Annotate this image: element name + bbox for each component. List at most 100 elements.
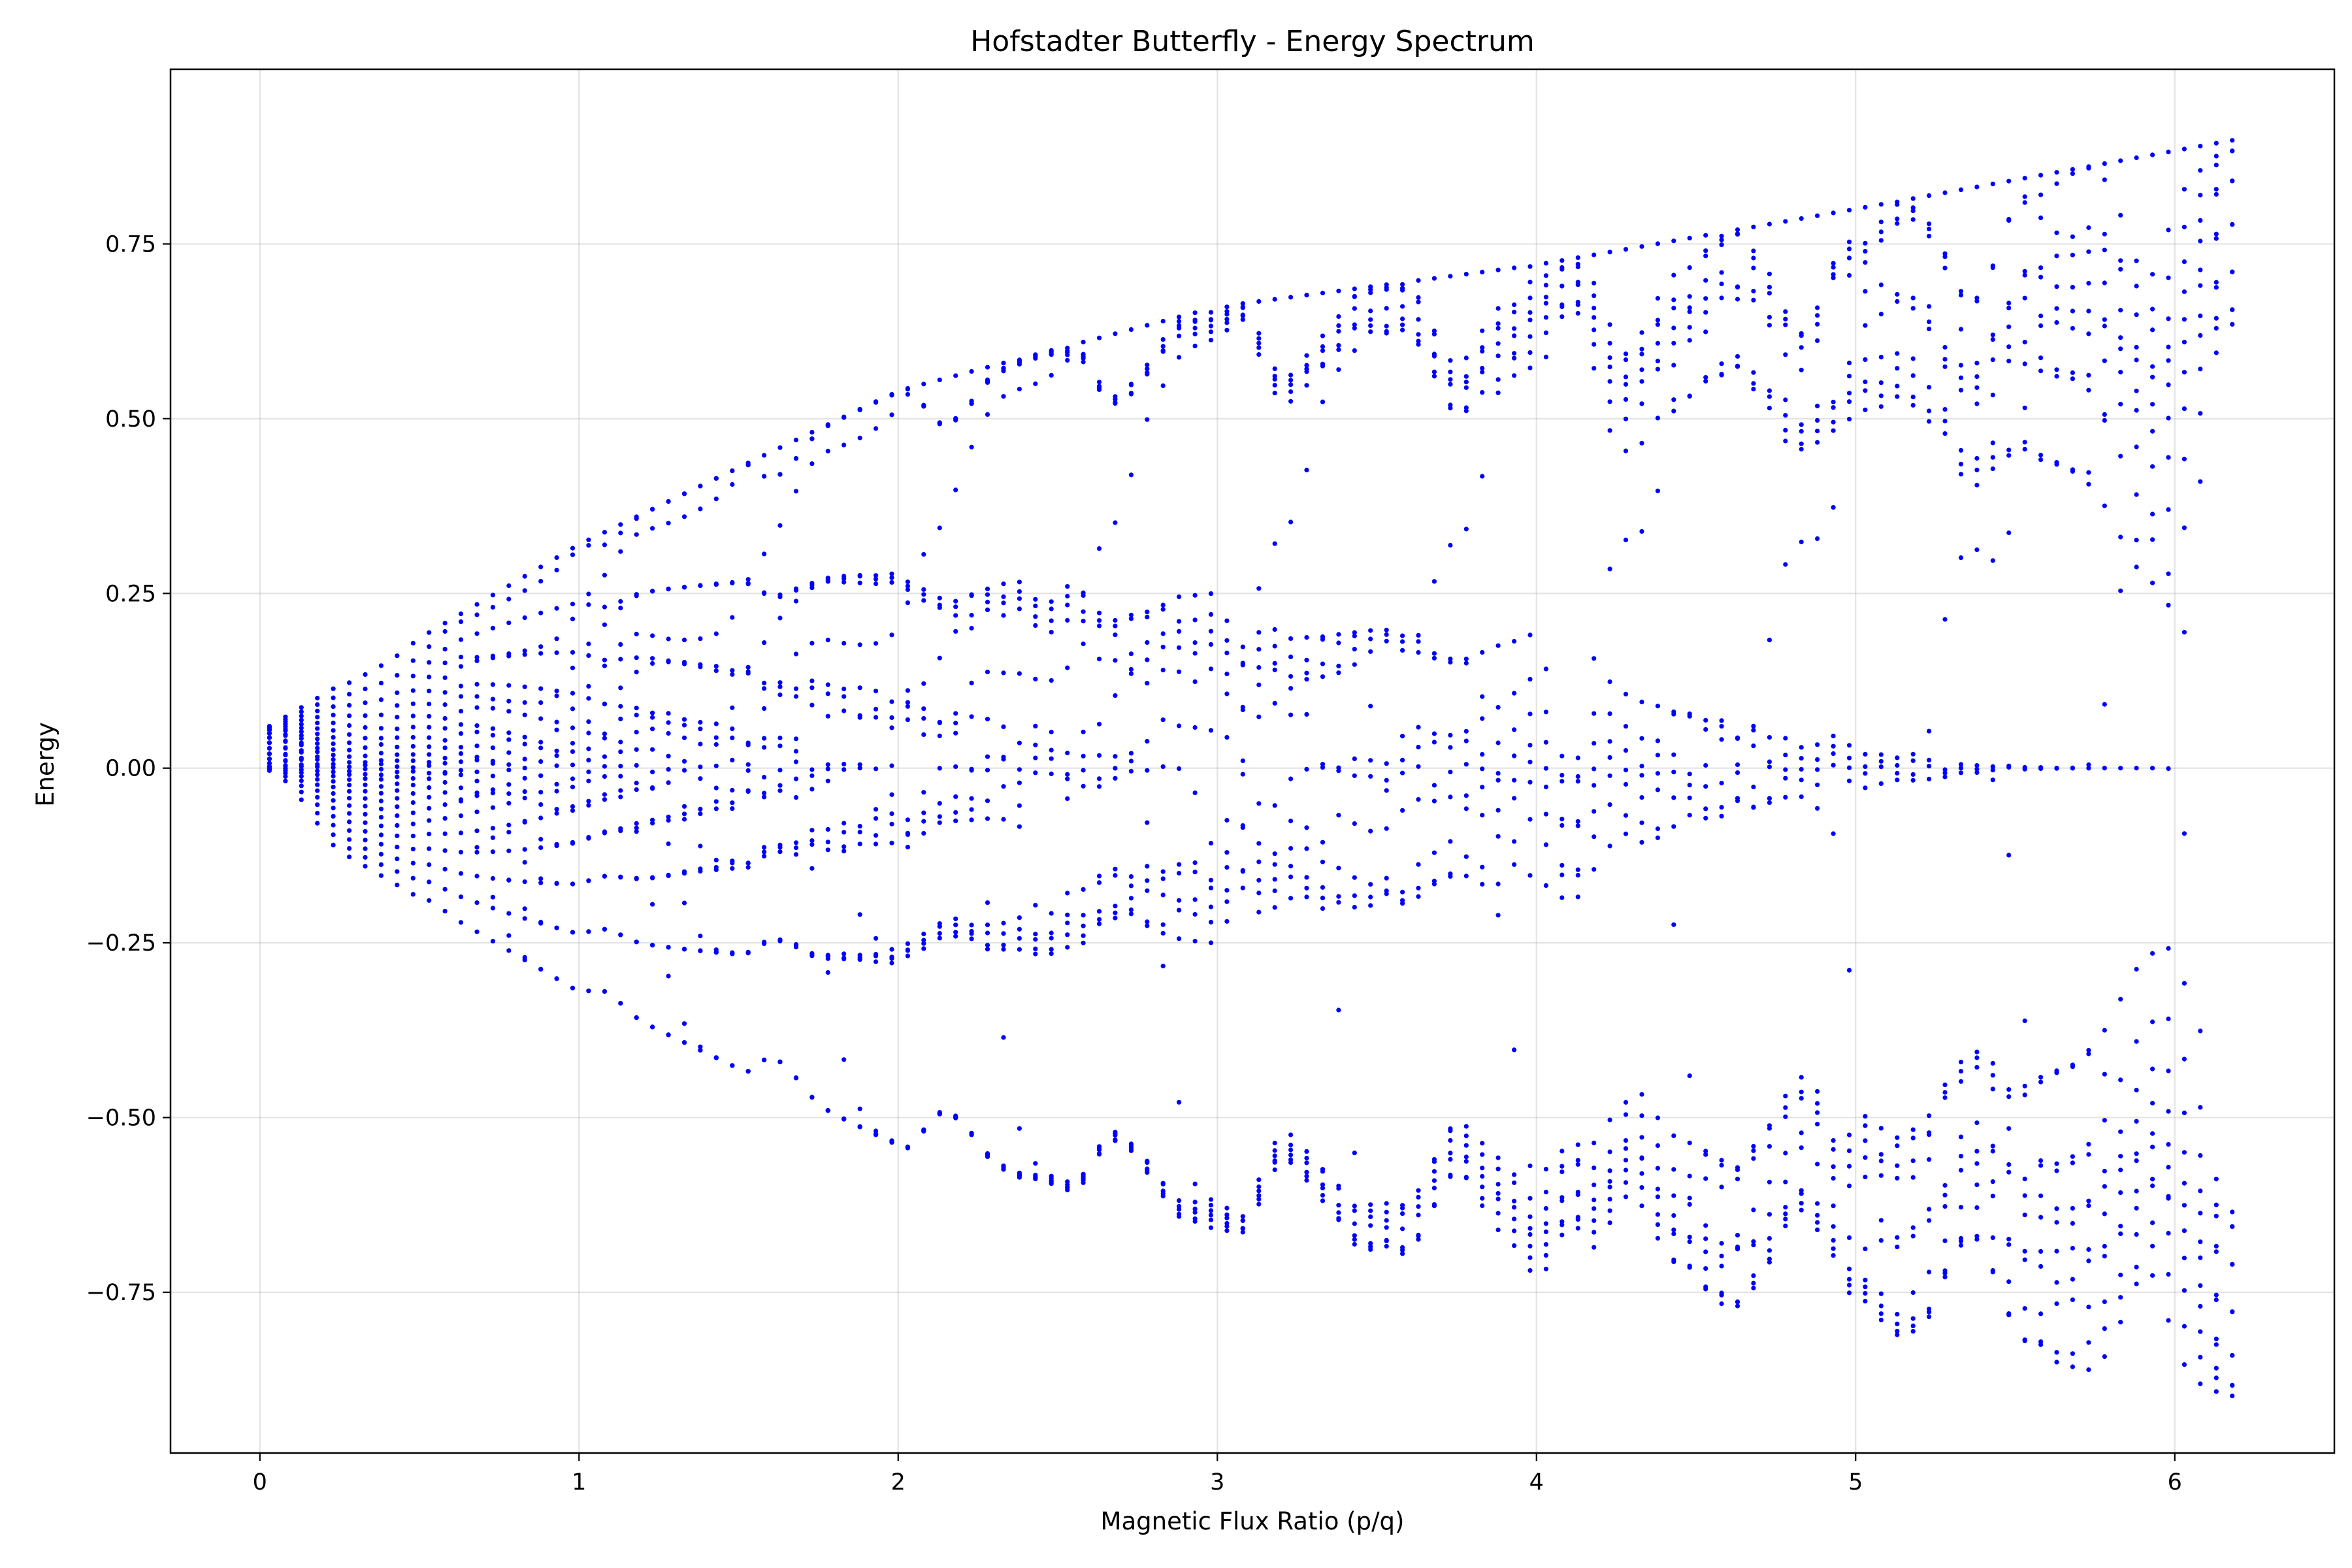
- data-point: [267, 735, 272, 740]
- data-point: [1719, 1290, 1724, 1296]
- data-point: [1895, 1135, 1900, 1140]
- data-point: [666, 586, 671, 591]
- data-point: [1400, 639, 1405, 644]
- data-point: [1878, 1238, 1884, 1243]
- data-point: [2134, 408, 2139, 413]
- data-point: [2166, 1068, 2171, 1073]
- data-point: [1846, 208, 1852, 213]
- data-point: [427, 752, 432, 757]
- data-point: [650, 589, 655, 594]
- data-point: [522, 776, 527, 781]
- data-point: [1895, 777, 1900, 783]
- data-point: [2166, 1016, 2171, 1022]
- data-point: [1607, 1168, 1612, 1173]
- data-point: [347, 811, 352, 816]
- data-point: [857, 1124, 862, 1129]
- data-point: [713, 864, 719, 870]
- data-point: [458, 683, 464, 689]
- data-point: [1400, 286, 1405, 291]
- data-point: [1560, 1149, 1565, 1154]
- data-point: [2006, 324, 2012, 329]
- data-point: [1145, 919, 1150, 924]
- data-point: [1846, 1132, 1852, 1137]
- data-point: [618, 716, 623, 721]
- data-point: [777, 768, 783, 773]
- data-point: [1735, 1299, 1740, 1305]
- data-point: [1208, 642, 1214, 647]
- data-point: [2134, 284, 2139, 289]
- data-point: [921, 790, 926, 795]
- data-point: [618, 764, 623, 769]
- data-point: [1846, 399, 1852, 404]
- data-point: [2213, 1297, 2219, 1303]
- data-point: [1368, 1241, 1373, 1246]
- data-point: [1495, 341, 1501, 346]
- data-point: [1575, 819, 1580, 824]
- data-point: [2070, 376, 2075, 382]
- data-point: [395, 781, 400, 787]
- data-point: [1878, 781, 1884, 786]
- data-point: [1527, 1196, 1533, 1201]
- data-point: [395, 770, 400, 775]
- data-point: [2134, 966, 2139, 972]
- data-point: [1639, 763, 1644, 769]
- data-point: [554, 841, 559, 847]
- data-point: [1272, 700, 1277, 706]
- data-point: [1001, 931, 1006, 936]
- data-point: [1527, 295, 1533, 301]
- data-point: [809, 951, 815, 956]
- data-point: [331, 753, 336, 758]
- data-point: [1942, 418, 1948, 424]
- data-point: [1815, 321, 1820, 327]
- data-point: [522, 766, 527, 771]
- data-point: [1831, 743, 1836, 749]
- data-point: [2022, 440, 2027, 445]
- data-point: [762, 939, 767, 945]
- data-point: [969, 444, 974, 449]
- data-point: [395, 758, 400, 763]
- data-point: [1192, 1210, 1198, 1215]
- data-point: [730, 735, 735, 740]
- data-point: [1384, 1225, 1389, 1230]
- data-point: [378, 815, 384, 820]
- data-point: [985, 930, 990, 936]
- data-point: [458, 768, 464, 773]
- data-point: [1352, 1208, 1357, 1213]
- data-point: [395, 788, 400, 793]
- data-point: [331, 686, 336, 691]
- data-point: [1336, 343, 1341, 348]
- data-point: [1001, 784, 1006, 789]
- data-point: [331, 765, 336, 770]
- data-point: [1910, 1135, 1916, 1141]
- data-point: [1751, 1143, 1756, 1149]
- data-point: [570, 808, 576, 813]
- data-point: [825, 576, 830, 581]
- data-point: [1639, 699, 1644, 704]
- data-point: [1878, 202, 1884, 207]
- data-point: [506, 848, 512, 853]
- data-point: [1240, 644, 1245, 649]
- data-point: [874, 841, 879, 847]
- data-point: [2006, 305, 2012, 310]
- data-point: [554, 881, 559, 886]
- data-point: [2213, 231, 2219, 237]
- data-point: [809, 866, 815, 871]
- data-point: [1288, 1132, 1294, 1137]
- data-point: [442, 779, 448, 785]
- data-point: [2022, 361, 2027, 367]
- data-point: [395, 869, 400, 874]
- data-point: [1831, 399, 1836, 404]
- data-point: [1592, 1198, 1597, 1203]
- data-point: [2022, 1018, 2027, 1024]
- data-point: [905, 817, 910, 823]
- data-point: [874, 816, 879, 821]
- data-point: [1081, 783, 1086, 789]
- data-point: [2213, 325, 2219, 331]
- data-point: [777, 445, 783, 450]
- data-point: [363, 811, 368, 817]
- data-point: [442, 690, 448, 695]
- data-point: [2054, 1360, 2059, 1365]
- data-point: [1878, 1291, 1884, 1296]
- data-point: [1495, 1181, 1501, 1187]
- data-point: [1256, 682, 1262, 687]
